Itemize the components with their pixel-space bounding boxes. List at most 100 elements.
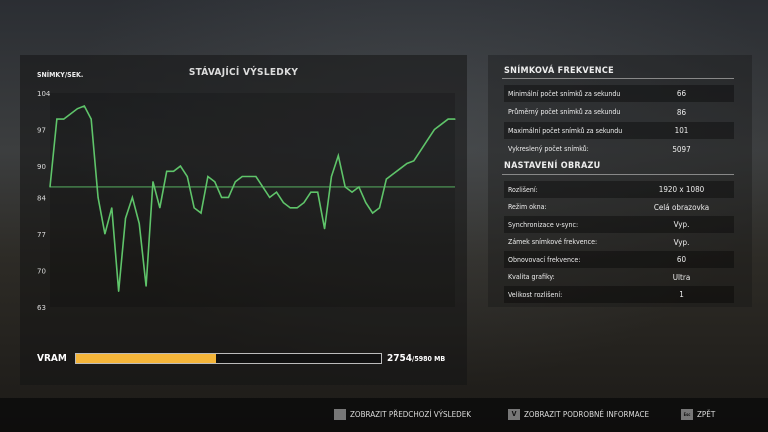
row-label: Zámek snímkové frekvence: xyxy=(508,238,598,246)
row-label: Minimální počet snímků za sekundu xyxy=(508,89,621,98)
fps-data-point xyxy=(351,191,353,193)
row-value: 60 xyxy=(676,255,687,264)
fps-data-point xyxy=(378,207,381,209)
display-settings-row: Zámek snímkové frekvence: Vyp. xyxy=(504,234,734,251)
back-button[interactable]: Esc ZPĚT xyxy=(681,409,715,420)
row-label: Vykreslený počet snímků: xyxy=(508,145,589,153)
fps-data-point xyxy=(303,202,305,204)
fps-data-point xyxy=(406,162,408,165)
display-settings-row: Rozlišení: 1920 x 1080 xyxy=(504,181,734,198)
row-value: 1 xyxy=(679,290,684,299)
frame-rate-row: Minimální počet snímků za sekundu 66 xyxy=(504,85,734,102)
fps-data-point xyxy=(296,207,298,209)
fps-data-point xyxy=(330,175,333,178)
stats-panel xyxy=(488,55,752,307)
vram-value: 2754/5980 MB xyxy=(387,353,445,364)
fps-data-point xyxy=(172,170,175,172)
show-details-button[interactable]: V ZOBRAZIT PODROBNÉ INFORMACE xyxy=(508,409,649,420)
fps-data-point xyxy=(337,155,339,157)
esc-key-icon: Esc xyxy=(681,409,693,420)
fps-data-point xyxy=(159,207,161,209)
fps-data-point xyxy=(152,181,154,183)
row-value: Vyp. xyxy=(673,220,690,229)
fps-data-point xyxy=(358,186,360,188)
fps-data-point xyxy=(131,196,133,198)
row-value: 66 xyxy=(676,89,687,98)
fps-data-point xyxy=(392,173,394,175)
fps-data-point xyxy=(234,181,236,183)
fps-data-point xyxy=(69,113,72,115)
fps-data-point xyxy=(118,290,120,292)
fps-line-chart: 104 97 90 84 77 70 63 xyxy=(37,90,456,312)
fps-data-point xyxy=(214,181,216,183)
fps-data-point xyxy=(63,118,65,120)
v-key-icon: V xyxy=(508,409,520,420)
y-axis-label: SNÍMKY/SEK. xyxy=(37,71,84,79)
fps-data-point xyxy=(399,168,401,170)
fps-data-point xyxy=(166,170,168,172)
fps-data-point xyxy=(365,202,367,204)
fps-data-point xyxy=(447,118,449,120)
row-label: Rozlišení: xyxy=(508,185,538,194)
plot-area xyxy=(50,93,455,307)
fps-data-point xyxy=(138,222,140,225)
fps-data-point xyxy=(193,207,195,209)
row-label: Synchronizace v-sync: xyxy=(508,220,579,229)
footer-bar xyxy=(0,398,768,432)
fps-data-point xyxy=(255,175,257,178)
fps-data-point xyxy=(49,186,51,188)
fps-data-point xyxy=(111,207,113,209)
fps-data-point xyxy=(179,165,182,167)
fps-data-point xyxy=(310,191,312,193)
fps-data-point xyxy=(289,207,291,209)
y-tick-label: 97 xyxy=(37,127,46,135)
vram-label: VRAM xyxy=(37,353,67,364)
row-label: Velikost rozlišení: xyxy=(508,290,563,299)
row-label: Režim okna: xyxy=(508,203,547,211)
fps-data-point xyxy=(241,175,243,178)
chart-title: STÁVAJÍCÍ VÝSLEDKY xyxy=(188,67,299,78)
fps-data-point xyxy=(97,196,99,198)
hint-label: ZPĚT xyxy=(697,410,716,419)
fps-data-point xyxy=(323,228,326,230)
row-value: Ultra xyxy=(672,272,691,282)
hint-label: ZOBRAZIT PŘEDCHOZÍ VÝSLEDEK xyxy=(350,410,471,419)
frame-rate-row: Maximální počet snímků za sekundu 101 xyxy=(504,122,734,139)
fps-data-point xyxy=(372,212,374,214)
row-label: Průměrný počet snímků za sekundu xyxy=(508,108,621,116)
fps-data-point xyxy=(248,175,250,178)
fps-data-point xyxy=(413,160,415,162)
y-tick-label: 84 xyxy=(37,194,46,202)
row-value: Celá obrazovka xyxy=(653,202,710,212)
display-settings-row: Velikost rozlišení: 1 xyxy=(504,286,734,303)
frame-rate-heading: SNÍMKOVÁ FREKVENCE xyxy=(504,66,614,76)
display-settings-row: Režim okna: Celá obrazovka xyxy=(504,199,734,216)
fps-data-point xyxy=(104,233,106,235)
fps-data-point xyxy=(440,123,442,125)
fps-data-point xyxy=(186,175,188,178)
row-value: 101 xyxy=(674,126,689,135)
row-value: 86 xyxy=(676,107,687,117)
fps-data-point xyxy=(433,128,436,131)
vram-total: /5980 MB xyxy=(412,355,446,363)
show-previous-result-button[interactable]: ZOBRAZIT PŘEDCHOZÍ VÝSLEDEK xyxy=(334,409,471,420)
hint-label: ZOBRAZIT PODROBNÉ INFORMACE xyxy=(524,410,650,419)
display-settings-row: Kvalita grafiky: Ultra xyxy=(504,269,734,286)
vram-used: 2754 xyxy=(387,353,413,364)
benchmark-chart-panel: SNÍMKY/SEK. STÁVAJÍCÍ VÝSLEDKY 104 97 90 84… xyxy=(20,55,467,385)
fps-data-point xyxy=(83,105,85,107)
divider xyxy=(502,78,734,79)
y-tick-label: 63 xyxy=(37,304,46,312)
y-tick-label: 77 xyxy=(37,231,46,239)
frame-rate-row: Průměrný počet snímků za sekundu 86 xyxy=(504,104,734,121)
fps-data-point xyxy=(344,186,346,188)
fps-data-point xyxy=(282,202,284,204)
fps-series-line xyxy=(49,105,455,292)
divider xyxy=(502,174,734,175)
fps-data-point xyxy=(227,196,230,198)
fps-data-point xyxy=(56,118,58,120)
fps-data-point xyxy=(207,175,209,178)
fps-data-point xyxy=(426,139,429,141)
display-settings-heading: NASTAVENÍ OBRAZU xyxy=(504,161,601,171)
fps-data-point xyxy=(221,196,223,198)
